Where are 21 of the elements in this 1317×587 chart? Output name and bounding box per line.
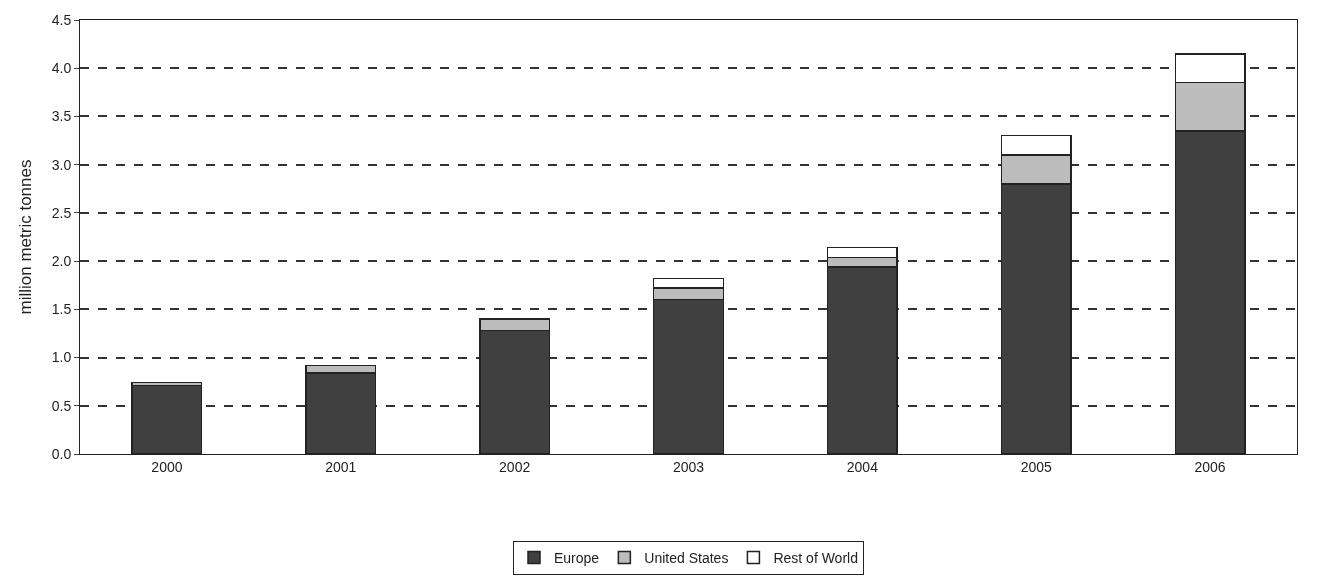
y-tick-label: 0.5: [51, 397, 72, 414]
legend-label: United States: [644, 549, 729, 566]
x-tick-label: 2004: [846, 458, 879, 475]
legend-label: Europe: [554, 549, 600, 566]
x-tick-label: 2002: [499, 458, 531, 475]
x-tick-label: 2003: [672, 458, 705, 475]
y-tick-label: 2.0: [51, 253, 72, 270]
y-tick-label: 2.5: [51, 204, 72, 221]
y-tick-label: 0.0: [51, 445, 72, 462]
x-tick-label: 2000: [151, 458, 183, 475]
y-tick-label: 4.0: [51, 60, 72, 77]
x-tick-label: 2006: [1194, 458, 1226, 475]
y-tick-label: 3.0: [51, 156, 72, 173]
y-tick-label: 4.5: [51, 11, 72, 28]
y-tick-label: 1.5: [51, 301, 72, 318]
y-axis-title: million metric tonnes: [16, 159, 36, 315]
x-tick-label: 2005: [1020, 458, 1052, 475]
y-tick-label: 3.5: [51, 108, 72, 125]
x-tick-label: 2001: [325, 458, 357, 475]
legend-label: Rest of World: [773, 549, 858, 566]
y-tick-label: 1.0: [51, 349, 72, 366]
